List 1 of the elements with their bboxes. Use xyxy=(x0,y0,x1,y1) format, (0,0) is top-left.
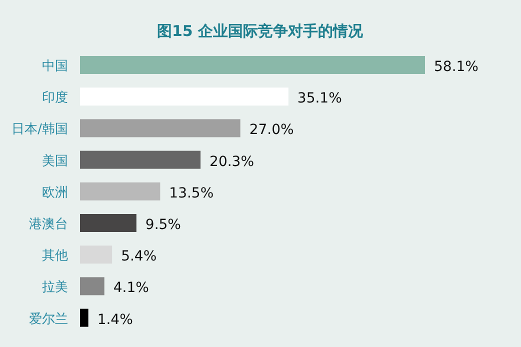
title: 图15 企业国际竞争对手的情况 xyxy=(156,22,364,40)
